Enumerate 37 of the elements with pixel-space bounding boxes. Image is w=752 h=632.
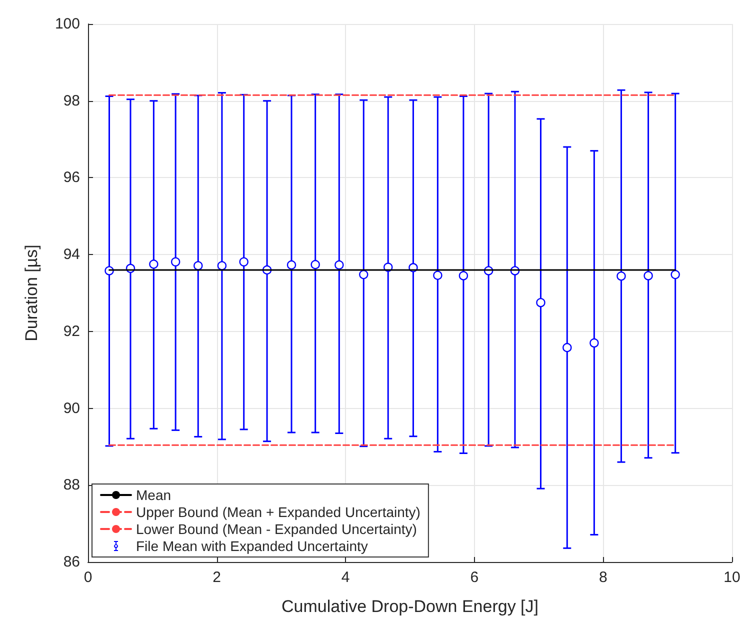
y-tick-label: 88 [63, 476, 80, 494]
legend-label: Upper Bound (Mean + Expanded Uncertainty) [136, 504, 420, 520]
y-axis-title: Duration [µs] [22, 244, 41, 342]
legend-label: File Mean with Expanded Uncertainty [136, 538, 368, 554]
point [359, 270, 368, 280]
point [562, 342, 572, 352]
point [239, 257, 248, 266]
x-tick-label: 10 [724, 569, 740, 586]
legend-label: Mean [136, 487, 172, 503]
point [310, 260, 320, 270]
x-axis-title: Cumulative Drop-Down Energy [J] [282, 597, 538, 616]
point [458, 271, 468, 280]
point [536, 298, 546, 308]
point [644, 271, 653, 280]
point [616, 271, 626, 281]
point [149, 260, 158, 269]
y-tick-label: 90 [63, 400, 80, 417]
y-tick-label: 92 [63, 322, 80, 340]
point [170, 257, 180, 266]
point [590, 338, 599, 348]
x-tick-label: 0 [84, 569, 92, 586]
point [334, 260, 344, 270]
x-tick-label: 2 [212, 569, 221, 586]
x-tick-label: 4 [341, 569, 350, 586]
point [286, 260, 296, 270]
x-tick-label: 6 [470, 569, 479, 586]
y-tick-label: 86 [63, 554, 80, 570]
y-tick-label: 94 [63, 246, 80, 264]
point [433, 270, 442, 280]
x-tick-label: 8 [599, 569, 608, 586]
y-tick-label: 96 [63, 169, 80, 186]
point [217, 261, 227, 270]
y-tick-label: 98 [63, 92, 80, 110]
y-tick-label: 100 [54, 16, 80, 32]
point [194, 261, 203, 270]
point [670, 270, 680, 280]
legend-label: Lower Bound (Mean - Expanded Uncertainty) [136, 521, 417, 537]
